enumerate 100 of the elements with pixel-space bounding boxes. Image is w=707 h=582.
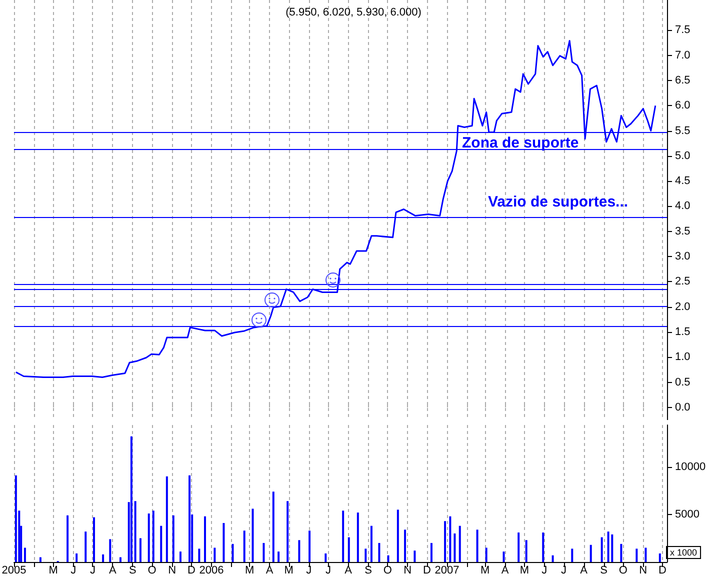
bar xyxy=(414,550,416,562)
x-tick-label: S xyxy=(364,564,372,576)
x-tick-label: N xyxy=(404,564,412,576)
bar xyxy=(232,544,234,562)
bar xyxy=(454,533,456,562)
bar xyxy=(84,532,87,562)
bar xyxy=(252,508,254,562)
bar xyxy=(139,538,142,562)
bar xyxy=(571,548,574,562)
y-tick-label: 0.0 xyxy=(675,401,690,414)
x-tick-label: M xyxy=(480,564,490,576)
bar xyxy=(644,548,647,562)
bar xyxy=(636,548,638,562)
bar xyxy=(109,539,112,562)
bar xyxy=(525,540,528,562)
bar xyxy=(396,510,399,562)
bar xyxy=(542,532,544,562)
x-tick-label: S xyxy=(600,564,608,576)
bar xyxy=(160,526,162,562)
y-tick-label: 7.0 xyxy=(675,49,690,62)
x-tick-label: 2006 xyxy=(199,564,224,576)
bar xyxy=(364,548,367,562)
bar xyxy=(179,552,182,562)
bar xyxy=(348,537,350,562)
bar xyxy=(444,521,446,562)
bar xyxy=(370,526,372,562)
bar xyxy=(620,544,622,562)
y-axis-title: x 1000 xyxy=(670,548,698,558)
x-tick-label: D xyxy=(187,564,196,576)
x-tick-label: S xyxy=(129,564,136,576)
bar xyxy=(324,553,327,562)
y-tick-label: 4.5 xyxy=(675,175,690,188)
y-tick-label: 5.0 xyxy=(675,150,690,162)
bar xyxy=(66,515,69,562)
x-tick-label: J xyxy=(325,564,331,576)
bar xyxy=(188,475,191,562)
bar xyxy=(262,542,265,562)
y-tick-label: 6.0 xyxy=(675,100,690,112)
x-tick-label: O xyxy=(618,564,628,576)
bar xyxy=(590,544,592,562)
bar xyxy=(485,548,488,562)
bar xyxy=(342,510,344,562)
x-tick-label: N xyxy=(639,564,648,576)
bar xyxy=(214,548,216,562)
bar xyxy=(93,517,96,562)
y-tick-label: 0.5 xyxy=(675,376,690,388)
bar xyxy=(76,553,78,562)
x-tick-label: O xyxy=(148,564,157,576)
x-tick-label: M xyxy=(48,564,58,576)
bar xyxy=(102,554,104,562)
x-tick-label: M xyxy=(284,564,294,576)
bar xyxy=(172,515,174,562)
bar xyxy=(430,542,432,562)
bar xyxy=(449,516,452,562)
y-tick-label: 5.5 xyxy=(675,124,690,137)
x-tick-label: A xyxy=(580,564,588,576)
annotation: Zona de suporte xyxy=(462,134,579,152)
y-tick-label: 6.5 xyxy=(675,74,690,86)
bar xyxy=(166,476,168,562)
bar xyxy=(607,532,610,562)
bar xyxy=(458,526,461,562)
x-tick-label: J xyxy=(70,564,76,576)
bar xyxy=(198,548,200,562)
x-tick-label: M xyxy=(244,564,254,576)
y-tick-label: 4.0 xyxy=(675,200,690,212)
x-tick-label: N xyxy=(168,564,176,576)
bar xyxy=(298,540,300,562)
y-tick-label: 5000 xyxy=(675,508,700,520)
bar xyxy=(243,530,246,562)
y-tick-label: 2.5 xyxy=(675,276,690,288)
bar xyxy=(387,555,390,562)
x-tick-label: J xyxy=(90,564,96,576)
text: (5.950, 6.020, 5.930, 6.000) xyxy=(286,6,422,18)
bar xyxy=(119,557,122,562)
x-tick-label: O xyxy=(383,564,392,576)
y-tick-label: 3.5 xyxy=(675,225,690,238)
x-tick-label: 2007 xyxy=(434,564,460,576)
bar xyxy=(134,501,136,562)
bar xyxy=(658,553,661,562)
x-tick-label: D xyxy=(658,564,667,576)
bar xyxy=(130,436,132,562)
y-tick-label: 1.5 xyxy=(675,326,690,338)
bar xyxy=(24,548,26,562)
y-tick-label: 7.5 xyxy=(675,24,690,36)
bar xyxy=(308,530,311,562)
bar xyxy=(286,501,289,562)
x-tick-label: M xyxy=(520,564,529,576)
bar xyxy=(278,552,280,562)
bar xyxy=(518,532,520,562)
bar xyxy=(600,537,603,562)
bar xyxy=(552,555,554,562)
x-tick-label: D xyxy=(422,564,431,576)
bar xyxy=(404,530,406,562)
bar xyxy=(378,542,380,562)
bar xyxy=(204,516,206,562)
annotation: Vazio de suportes... xyxy=(488,194,628,210)
bar xyxy=(272,492,274,562)
bar xyxy=(152,510,154,562)
bar xyxy=(611,534,614,562)
bar xyxy=(148,513,150,562)
